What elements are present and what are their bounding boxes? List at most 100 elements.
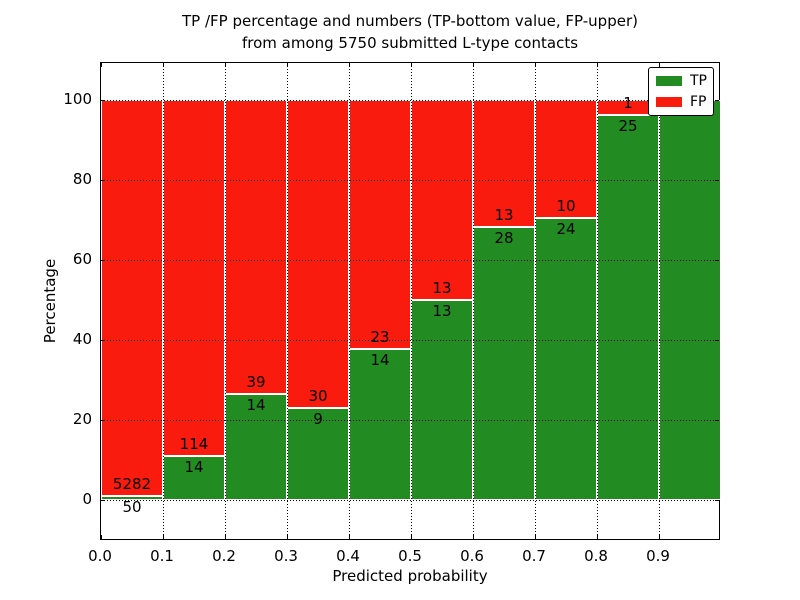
tick-marks-layer [101,63,720,539]
fp-count-label-0.2: 39 [246,373,266,392]
bar-tp-0.7 [535,217,597,500]
x-tick-bottom [535,535,536,539]
legend-box: TP FP [648,67,714,116]
tp-count-label-0.8: 25 [618,117,638,136]
bar-fp-0.4 [349,100,411,349]
x-tick-bottom [101,535,102,539]
gridline-x-0.9 [659,63,660,539]
bar-tp-0.0 [101,496,163,500]
bar-tp-0.9 [659,100,721,500]
x-tick-bottom [349,535,350,539]
gridline-x-0.7 [535,63,536,539]
gridlines-layer [101,63,719,539]
gridline-x-0.2 [225,63,226,539]
x-tick-label-0.6: 0.6 [460,547,484,565]
x-tick-label-0.5: 0.5 [398,547,422,565]
bar-fp-0.6 [473,100,535,227]
tp-count-label-0.5: 13 [432,302,452,320]
y-tick-label-100: 100 [63,90,92,108]
bar-tp-0.3 [287,407,349,500]
bar-fp-0.1 [163,100,225,457]
x-tick-top [101,63,102,67]
y-tick-left [101,180,105,181]
x-tick-bottom [287,535,288,539]
fp-count-label-0.3: 30 [308,386,328,405]
tp-count-label-0.1: 14 [184,458,204,477]
x-tick-top [287,63,288,67]
x-tick-top [597,63,598,67]
x-tick-bottom [225,535,226,539]
tp-count-label-0.4: 14 [370,350,390,369]
x-tick-label-0.8: 0.8 [584,547,608,565]
x-tick-bottom [411,535,412,539]
x-tick-label-0.4: 0.4 [336,547,360,565]
x-tick-bottom [163,535,164,539]
x-tick-top [411,63,412,67]
fp-count-label-0.8: 1 [623,94,633,113]
y-tick-label-60: 60 [72,250,92,268]
chart-title-line1: TP /FP percentage and numbers (TP-bottom… [182,12,638,30]
x-tick-top [719,63,720,67]
y-tick-right [715,500,719,501]
x-tick-top [225,63,226,67]
x-axis-label: Predicted probability [332,567,488,585]
tp-count-label-0.3: 9 [313,409,323,428]
tp-count-label-0.0: 50 [122,498,142,517]
x-tick-label-0.7: 0.7 [522,547,546,565]
x-tick-label-0.2: 0.2 [212,547,236,565]
y-tick-right [715,420,719,421]
gridline-x-0.5 [411,63,412,539]
fp-count-label-0.6: 13 [494,205,514,224]
x-tick-top [163,63,164,67]
y-tick-left [101,100,105,101]
x-tick-bottom [719,535,720,539]
legend-label-fp: FP [690,94,707,110]
y-tick-label-20: 20 [72,410,92,428]
chart-title: TP /FP percentage and numbers (TP-bottom… [100,10,720,54]
x-tick-label-0.9: 0.9 [646,547,670,565]
x-tick-top [535,63,536,67]
bar-tp-0.4 [349,348,411,500]
bar-tp-0.2 [225,394,287,500]
gridline-y-80 [101,180,719,181]
fp-legend-swatch-icon [656,97,682,107]
fp-count-label-0.4: 23 [370,327,390,346]
gridline-y-60 [101,260,719,261]
fp-count-label-0.1: 114 [179,435,209,454]
chart-title-line2: from among 5750 submitted L-type contact… [241,34,579,52]
bar-fp-0.5 [411,100,473,300]
y-tick-right [715,100,719,101]
fp-count-label-0.0: 5282 [112,475,152,494]
y-tick-right [715,340,719,341]
y-tick-left [101,340,105,341]
gridline-x-0.8 [597,63,598,539]
legend-entry-fp: FP [656,94,707,110]
gridline-y-20 [101,420,719,421]
gridline-x-0.6 [473,63,474,539]
x-tick-label-0.1: 0.1 [150,547,174,565]
gridline-y-40 [101,340,719,341]
x-tick-label-0.0: 0.0 [88,547,112,565]
y-tick-right [715,180,719,181]
bar-fp-0.0 [101,100,163,497]
bar-count-labels-layer: 528250114143914309231413131328102412554 [101,63,719,539]
tp-count-label-0.2: 14 [246,396,266,415]
y-tick-left [101,500,105,501]
bars-layer [101,63,721,539]
tp-count-label-0.6: 28 [494,228,514,247]
x-tick-bottom [659,535,660,539]
legend-entry-tp: TP [656,73,707,89]
fp-count-label-0.5: 13 [432,279,452,297]
gridline-y-100 [101,100,719,101]
x-tick-top [349,63,350,67]
bar-fp-0.3 [287,100,349,408]
gridline-x-0.3 [287,63,288,539]
x-tick-bottom [473,535,474,539]
legend-label-tp: TP [690,73,707,89]
x-tick-top [659,63,660,67]
y-tick-right [715,260,719,261]
x-tick-top [473,63,474,67]
y-tick-label-0: 0 [82,490,92,508]
bar-fp-0.7 [535,100,597,218]
